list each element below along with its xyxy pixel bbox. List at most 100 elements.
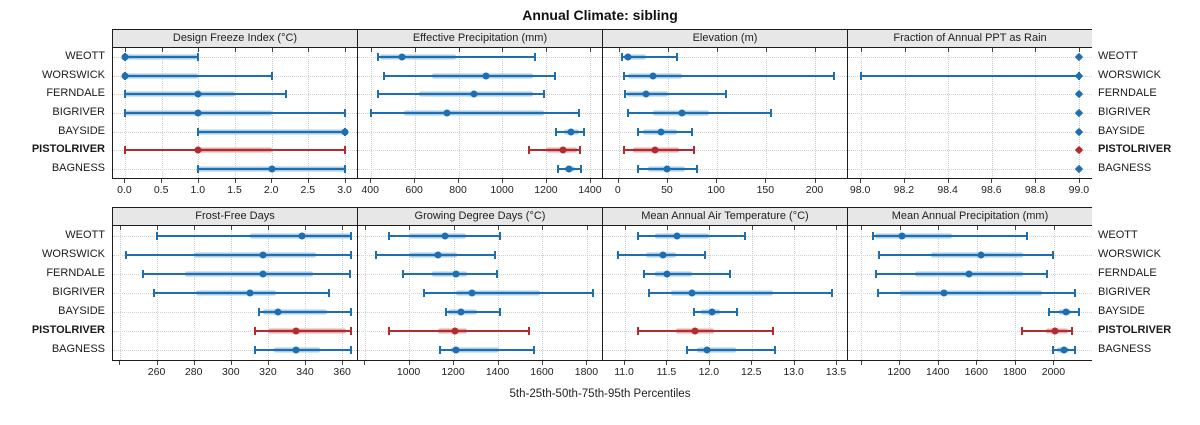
whisker-cap-5th xyxy=(647,289,650,297)
site-label: PISTOLRIVER xyxy=(1098,324,1172,337)
percentile-line-5-95 xyxy=(389,330,529,333)
axis-tick-label: 1400 xyxy=(578,184,602,196)
median-dot xyxy=(121,72,129,80)
whisker-cap-95th xyxy=(704,250,707,259)
whisker-cap-95th xyxy=(676,53,679,62)
x-axis-mean-annual-air-temperature: 11.0 11.5 12.0 12.5 13.0 13.5 xyxy=(602,361,847,381)
whisker-cap-95th xyxy=(495,269,498,278)
whisker-cap-95th xyxy=(343,146,346,155)
whisker-cap-95th xyxy=(769,109,772,117)
panel-title: Frost-Free Days xyxy=(195,210,275,222)
median-dot xyxy=(1062,308,1070,316)
site-label: FERNDALE xyxy=(46,266,105,279)
site-label: WORSWICK xyxy=(1098,68,1161,81)
median-dot xyxy=(1074,90,1084,99)
median-dot xyxy=(292,346,300,354)
median-dot xyxy=(452,270,460,278)
whisker-cap-95th xyxy=(771,327,774,336)
axis-tick-label: 280 xyxy=(184,366,203,378)
axis-tick-label: 150 xyxy=(756,184,775,196)
axis-tick xyxy=(860,361,862,365)
axis-tick-top xyxy=(751,226,753,230)
axis-tick-label: 98.6 xyxy=(981,184,1002,196)
percentile-line-5-95 xyxy=(440,349,535,352)
axis-tick xyxy=(624,361,626,365)
percentile-line-5-95 xyxy=(1021,330,1072,333)
percentile-line-5-95 xyxy=(623,149,695,152)
gridline-horizontal xyxy=(848,131,1092,133)
percentile-line-5-95 xyxy=(628,112,771,114)
median-dot xyxy=(1074,71,1084,81)
axis-tick-label: 2.0 xyxy=(263,184,279,196)
axis-tick-label: 1200 xyxy=(441,366,465,378)
percentile-line-5-95 xyxy=(872,234,1027,237)
site-label: FERNDALE xyxy=(1098,266,1157,279)
axis-tick-top xyxy=(1078,48,1080,52)
panel-row-bottom: WEOTT WORSWICK FERNDALE BIGRIVER BAYSIDE PIST… xyxy=(0,207,1200,361)
axis-tick-label: 1400 xyxy=(925,366,950,378)
axis-tick xyxy=(267,361,269,365)
axis-tick-top xyxy=(458,48,460,52)
median-dot xyxy=(565,165,573,173)
site-label: PISTOLRIVER xyxy=(31,143,105,156)
median-dot xyxy=(659,251,667,259)
axis-tick-top xyxy=(453,226,455,230)
site-label: BIGRIVER xyxy=(1098,106,1151,118)
axis-tick xyxy=(751,361,753,365)
axis-tick xyxy=(937,361,939,365)
axis-tick xyxy=(708,361,710,365)
axis-tick-label: 0.5 xyxy=(153,184,169,196)
site-label: BAGNESS xyxy=(51,161,105,174)
percentile-line-5-95 xyxy=(648,292,832,294)
whisker-cap-5th xyxy=(439,346,442,355)
axis-tick-top xyxy=(618,48,620,52)
whisker-cap-5th xyxy=(555,127,558,136)
site-label: PISTOLRIVER xyxy=(1098,143,1172,156)
axis-tick-top xyxy=(502,48,504,52)
whisker-cap-95th xyxy=(696,164,699,173)
whisker-cap-95th xyxy=(1073,289,1076,297)
gridline-horizontal xyxy=(358,150,602,152)
whisker-cap-95th xyxy=(1051,250,1054,259)
axis-tick-label: 11.5 xyxy=(656,366,677,378)
axis-tick-top xyxy=(793,226,795,230)
whisker-cap-5th xyxy=(620,53,623,62)
median-dot xyxy=(457,308,465,316)
median-dot xyxy=(624,53,632,61)
axis-tick-top xyxy=(231,226,233,230)
whisker-cap-95th xyxy=(534,53,537,62)
median-dot xyxy=(642,90,650,98)
axis-tick-top xyxy=(235,48,236,52)
panel-plot-area xyxy=(603,48,847,178)
whisker-cap-5th xyxy=(637,127,640,136)
percentile-line-5-95 xyxy=(384,74,555,77)
whisker-cap-5th xyxy=(124,146,127,155)
gridline-horizontal xyxy=(848,168,1092,170)
axis-tick-top xyxy=(861,48,863,52)
whisker-cap-95th xyxy=(583,127,586,136)
axis-tick-top xyxy=(414,48,416,52)
axis-tick-top xyxy=(976,226,978,230)
whisker-cap-95th xyxy=(743,231,746,240)
gridline-horizontal xyxy=(603,168,847,170)
panel-elevation: Elevation (m) xyxy=(602,29,847,179)
axis-tick-top xyxy=(271,48,273,52)
whisker-cap-95th xyxy=(553,71,556,80)
whisker-cap-5th xyxy=(685,346,688,355)
axis-tick-top xyxy=(1015,226,1017,230)
axis-tick-label: 12.5 xyxy=(740,366,762,378)
axis-tick-top xyxy=(586,226,588,230)
axis-tick-top xyxy=(365,226,367,230)
whisker-cap-5th xyxy=(197,164,200,173)
whisker-cap-5th xyxy=(258,308,261,317)
whisker-cap-5th xyxy=(693,308,696,317)
median-dot xyxy=(443,109,451,117)
axis-tick-label: 800 xyxy=(449,184,467,196)
axis-tick xyxy=(716,179,718,183)
site-label: WEOTT xyxy=(65,228,105,241)
gridline-horizontal xyxy=(848,150,1092,152)
x-axis-elevation: 0 50 100 150 200 xyxy=(602,179,847,199)
whisker-cap-5th xyxy=(444,308,447,317)
panel-title: Mean Annual Precipitation (mm) xyxy=(891,210,1049,222)
